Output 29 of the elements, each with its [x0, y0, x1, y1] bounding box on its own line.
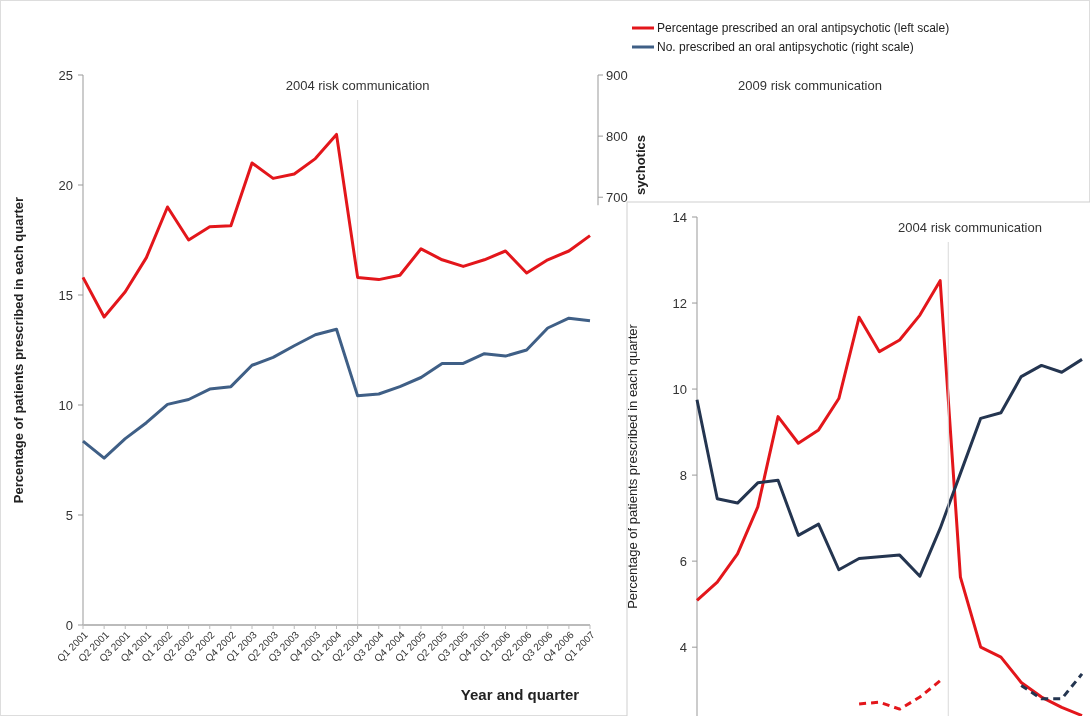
- annotation: 2004 risk communication: [898, 220, 1042, 235]
- y2-tick-label: 900: [606, 67, 628, 83]
- legend-label: No. prescribed an oral antipsychotic (right scale): [657, 40, 914, 55]
- line-series: [857, 679, 942, 711]
- y-tick-label: 14: [672, 209, 687, 225]
- y2-axis-title: sychotics: [633, 135, 648, 195]
- y-tick-label: 15: [58, 287, 73, 303]
- legend-label: Percentage prescribed an oral antipsychotic (left scale): [657, 21, 950, 36]
- ref-line-label: 2004 risk communication: [285, 78, 430, 93]
- y-tick-label: 10: [58, 397, 73, 413]
- y2-tick-label: 800: [606, 128, 628, 144]
- y2-tick-label: 700: [606, 189, 628, 205]
- y-tick-label: 6: [679, 553, 687, 569]
- text: 2009 risk communication: [738, 78, 882, 93]
- x-axis-title: Year and quarter: [460, 686, 580, 703]
- y-tick-label: 4: [679, 639, 687, 655]
- line-series: [695, 357, 1084, 578]
- y-tick-label: 20: [58, 177, 73, 193]
- line-series: [81, 316, 592, 460]
- y-axis-title: Percentage of patients prescribed in each quarter: [625, 323, 640, 609]
- y-tick-label: 12: [672, 295, 687, 311]
- y-tick-label: 25: [58, 67, 73, 83]
- y-axis-title: Percentage of patients prescribed in each quarter: [11, 196, 26, 504]
- line-series: [81, 132, 592, 319]
- line-series: [695, 279, 1084, 716]
- y-tick-label: 10: [672, 381, 687, 397]
- y-tick-label: 0: [65, 617, 73, 633]
- y-tick-label: 8: [679, 467, 687, 483]
- y-tick-label: 5: [65, 507, 73, 523]
